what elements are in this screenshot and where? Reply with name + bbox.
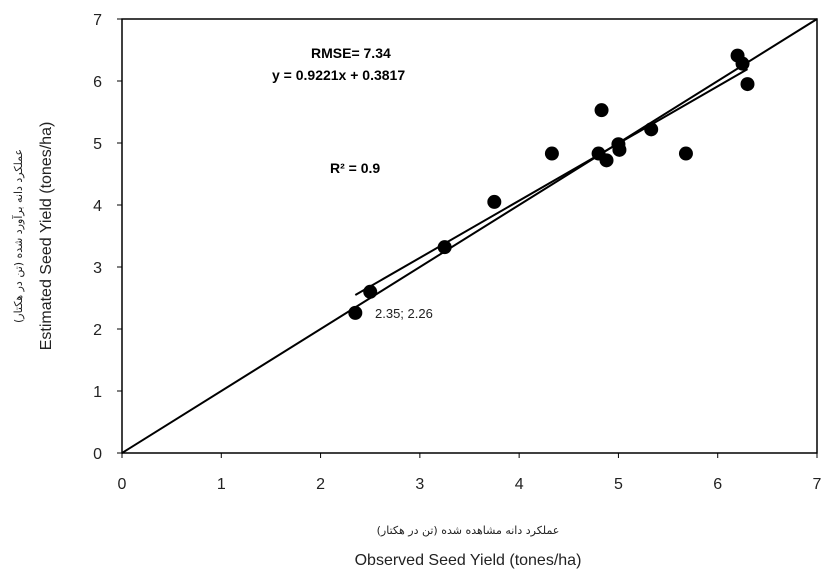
r2-annotation: R² = 0.9 bbox=[330, 160, 380, 176]
y-tick-label: 4 bbox=[93, 198, 102, 215]
y-tick-label: 5 bbox=[93, 136, 102, 153]
data-point bbox=[363, 284, 378, 299]
x-axis-label-persian: عملکرد دانه مشاهده شده (تن در هکتار) bbox=[377, 524, 560, 537]
data-point bbox=[599, 153, 614, 168]
x-tick-label: 6 bbox=[713, 476, 722, 493]
y-tick-label: 6 bbox=[93, 74, 102, 91]
regression-line bbox=[354, 68, 748, 296]
data-point bbox=[740, 77, 755, 92]
y-axis-label: Estimated Seed Yield (tones/ha) bbox=[38, 122, 55, 351]
y-tick-label: 2 bbox=[93, 322, 102, 339]
data-point bbox=[678, 146, 693, 161]
data-point bbox=[644, 122, 659, 137]
points-layer bbox=[348, 48, 755, 320]
data-point bbox=[544, 146, 559, 161]
lines-layer bbox=[121, 18, 818, 454]
y-tick-label: 3 bbox=[93, 260, 102, 277]
y-tick-label: 0 bbox=[93, 446, 102, 463]
x-tick-label: 5 bbox=[614, 476, 623, 493]
data-point bbox=[594, 103, 609, 118]
identity-line bbox=[121, 18, 818, 454]
y-axis-label-persian: عملکرد دانه برآورد شده (تن در هکتار) bbox=[11, 149, 25, 323]
y-axis-ticks: 0 1 2 3 4 5 6 7 bbox=[93, 12, 122, 463]
data-point bbox=[487, 194, 502, 209]
x-tick-label: 7 bbox=[813, 476, 821, 493]
x-axis-label: Observed Seed Yield (tones/ha) bbox=[355, 552, 582, 569]
rmse-annotation: RMSE= 7.34 bbox=[311, 45, 391, 61]
x-axis-ticks: 0 1 2 3 4 5 6 7 bbox=[118, 453, 821, 493]
x-tick-label: 3 bbox=[415, 476, 424, 493]
x-tick-label: 2 bbox=[316, 476, 325, 493]
point-label: 2.35; 2.26 bbox=[375, 306, 433, 321]
data-point bbox=[437, 240, 452, 255]
equation-annotation: y = 0.9221x + 0.3817 bbox=[272, 67, 405, 83]
y-tick-label: 7 bbox=[93, 12, 102, 29]
x-tick-label: 0 bbox=[118, 476, 127, 493]
x-tick-label: 4 bbox=[515, 476, 524, 493]
data-point bbox=[348, 305, 363, 320]
x-tick-label: 1 bbox=[217, 476, 226, 493]
data-point bbox=[735, 56, 750, 71]
y-tick-label: 1 bbox=[93, 384, 102, 401]
data-point bbox=[612, 142, 627, 157]
